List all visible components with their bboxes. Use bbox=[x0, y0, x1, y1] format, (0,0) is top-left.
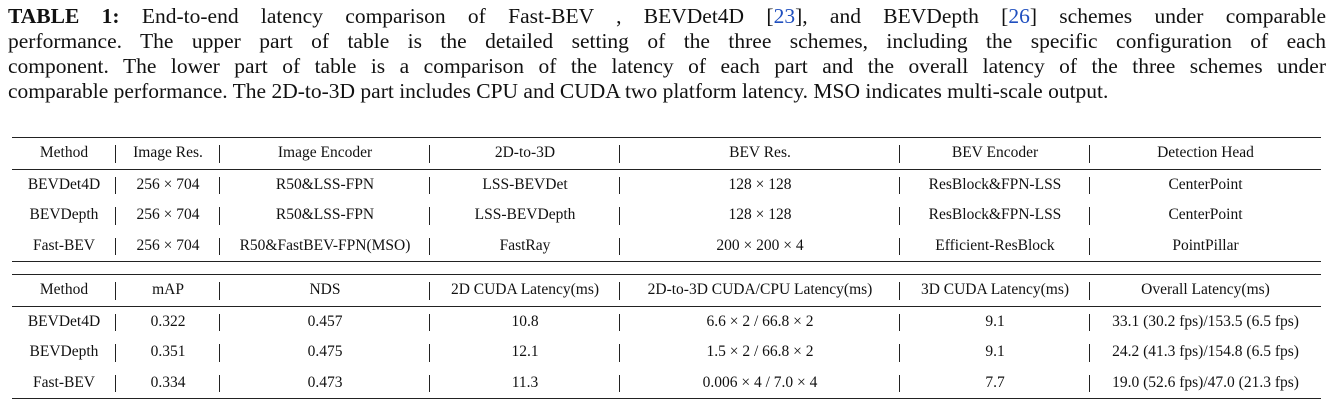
caption-text-1c: ] schemes under comparable bbox=[1029, 4, 1327, 28]
caption-line-2: performance. The upper part of table is … bbox=[8, 29, 1326, 53]
table-cell: R50&LSS-FPN bbox=[220, 169, 430, 200]
table-cell: 9.1 bbox=[900, 306, 1090, 337]
table-cell: 24.2 (41.3 fps)/154.8 (6.5 fps) bbox=[1112, 343, 1299, 361]
caption-text-1b: ], and BEVDepth [ bbox=[795, 4, 1009, 28]
settings-header-cell: 2D-to-3D bbox=[430, 137, 620, 170]
table-cell: 0.457 bbox=[220, 306, 430, 337]
table-cell: PointPillar bbox=[1172, 236, 1239, 254]
table-row: Fast-BEV 0.334 0.473 11.3 0.006 × 4 / 7.0 × … bbox=[12, 368, 1321, 399]
latency-header-row: Method mAP NDS 2D CUDA Latency(ms) 2D-to-3D … bbox=[12, 274, 1321, 307]
settings-header-cell: Detection Head bbox=[1090, 137, 1321, 170]
table-cell: 11.3 bbox=[430, 368, 620, 399]
table-cell: ResBlock&FPN-LSS bbox=[900, 200, 1090, 231]
table-cell: 256 × 704 bbox=[116, 169, 220, 200]
table-cell: ResBlock&FPN-LSS bbox=[900, 169, 1090, 200]
table-cell: 0.473 bbox=[220, 368, 430, 399]
table-row: BEVDepth 0.351 0.475 12.1 1.5 × 2 / 66.8 × 2… bbox=[12, 337, 1321, 368]
table-cell: R50&LSS-FPN bbox=[220, 200, 430, 231]
table-cell: 7.7 bbox=[900, 368, 1090, 399]
table-cell: 12.1 bbox=[430, 337, 620, 368]
table-cell: FastRay bbox=[430, 231, 620, 262]
table-cell: 9.1 bbox=[900, 337, 1090, 368]
settings-header-cell: Image Encoder bbox=[220, 137, 430, 170]
table-cell: Fast-BEV bbox=[12, 368, 116, 399]
settings-header-cell: BEV Encoder bbox=[900, 137, 1090, 170]
table-cell: LSS-BEVDepth bbox=[430, 200, 620, 231]
table-cell: 256 × 704 bbox=[116, 200, 220, 231]
citation-link-23[interactable]: 23 bbox=[773, 4, 796, 28]
caption-line-3: component. The lower part of table is a … bbox=[8, 54, 1326, 78]
caption-label: TABLE 1: bbox=[8, 4, 120, 28]
table-cell: 0.322 bbox=[116, 306, 220, 337]
table-cell: 19.0 (52.6 fps)/47.0 (21.3 fps) bbox=[1112, 373, 1299, 391]
latency-header-cell: mAP bbox=[116, 274, 220, 307]
table-caption: TABLE 1: End-to-end latency comparison o… bbox=[8, 4, 1326, 104]
table-row: BEVDet4D 256 × 704 R50&LSS-FPN LSS-BEVDet 12… bbox=[12, 169, 1321, 200]
caption-line-1: TABLE 1: End-to-end latency comparison o… bbox=[8, 4, 1326, 29]
table-cell: 0.351 bbox=[116, 337, 220, 368]
caption-line-4: comparable performance. The 2D-to-3D par… bbox=[8, 79, 1109, 103]
table-cell: Efficient-ResBlock bbox=[900, 231, 1090, 262]
table-row: BEVDet4D 0.322 0.457 10.8 6.6 × 2 / 66.8 × 2… bbox=[12, 306, 1321, 337]
table-cell: R50&FastBEV-FPN(MSO) bbox=[220, 231, 430, 262]
table-row: BEVDepth 256 × 704 R50&LSS-FPN LSS-BEVDepth… bbox=[12, 200, 1321, 231]
table-cell: Fast-BEV bbox=[12, 231, 116, 262]
table-cell: BEVDepth bbox=[12, 337, 116, 368]
table-cell: 10.8 bbox=[430, 306, 620, 337]
settings-table: Method Image Res. Image Encoder 2D-to-3D BEV… bbox=[12, 137, 1321, 262]
table-cell: 0.334 bbox=[116, 368, 220, 399]
latency-header-cell: 3D CUDA Latency(ms) bbox=[900, 274, 1090, 307]
table-cell: BEVDet4D bbox=[12, 169, 116, 200]
settings-header-row: Method Image Res. Image Encoder 2D-to-3D BEV… bbox=[12, 137, 1321, 170]
table-cell: 0.006 × 4 / 7.0 × 4 bbox=[620, 368, 900, 399]
table-cell: CenterPoint bbox=[1168, 206, 1243, 224]
latency-header-cell: Overall Latency(ms) bbox=[1090, 274, 1321, 307]
table-cell: LSS-BEVDet bbox=[430, 169, 620, 200]
latency-header-cell: 2D CUDA Latency(ms) bbox=[430, 274, 620, 307]
table-cell: 6.6 × 2 / 66.8 × 2 bbox=[620, 306, 900, 337]
table-row: Fast-BEV 256 × 704 R50&FastBEV-FPN(MSO) Fas… bbox=[12, 231, 1321, 262]
settings-header-cell: BEV Res. bbox=[620, 137, 900, 170]
table-cell: BEVDet4D bbox=[12, 306, 116, 337]
table-cell: 256 × 704 bbox=[116, 231, 220, 262]
table-cell: 200 × 200 × 4 bbox=[620, 231, 900, 262]
table-cell: BEVDepth bbox=[12, 200, 116, 231]
table-cell: 33.1 (30.2 fps)/153.5 (6.5 fps) bbox=[1112, 312, 1299, 330]
table-cell: 0.475 bbox=[220, 337, 430, 368]
latency-header-cell: NDS bbox=[220, 274, 430, 307]
table-cell: 128 × 128 bbox=[620, 169, 900, 200]
latency-table: Method mAP NDS 2D CUDA Latency(ms) 2D-to-3D … bbox=[12, 274, 1321, 399]
latency-header-cell: 2D-to-3D CUDA/CPU Latency(ms) bbox=[620, 274, 900, 307]
table-cell: 1.5 × 2 / 66.8 × 2 bbox=[620, 337, 900, 368]
table-cell: 128 × 128 bbox=[620, 200, 900, 231]
latency-header-cell: Method bbox=[12, 274, 116, 307]
settings-header-cell: Method bbox=[12, 137, 116, 170]
table-cell: CenterPoint bbox=[1168, 175, 1243, 193]
citation-link-26[interactable]: 26 bbox=[1008, 4, 1030, 28]
caption-text-1a: End-to-end latency comparison of Fast-BE… bbox=[119, 4, 774, 28]
settings-header-cell: Image Res. bbox=[116, 137, 220, 170]
